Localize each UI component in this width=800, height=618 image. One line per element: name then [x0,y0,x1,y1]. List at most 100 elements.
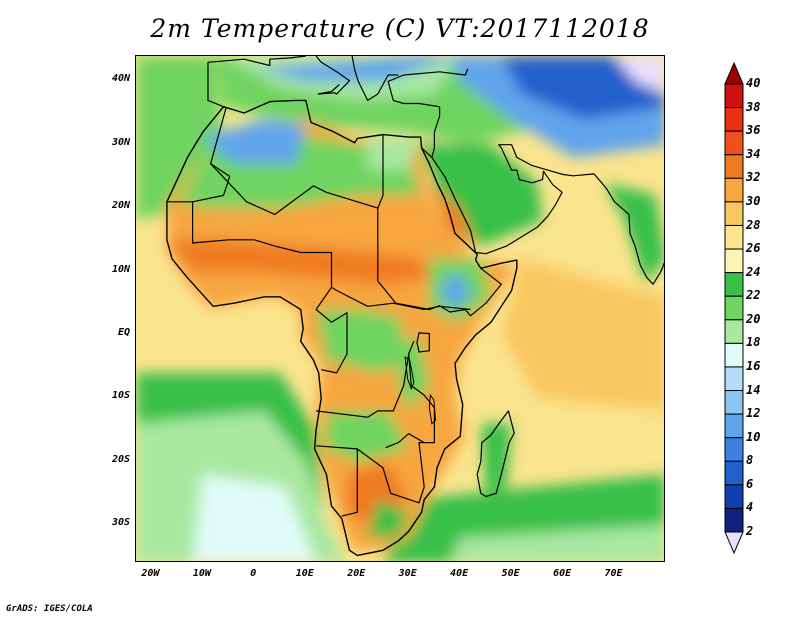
atlas-highland-cold [202,119,306,164]
lake-victoria [416,332,430,353]
colorbar-swatch [724,413,744,439]
border-namibia [341,448,358,517]
italy-coastline [315,56,351,95]
great-lakes-green [398,334,430,411]
colorbar-swatch [724,130,744,156]
india-green [604,182,664,285]
indian-ocean-southern-band [450,525,664,561]
southern-europe-cold [254,56,461,82]
temperature-field [136,56,664,561]
longitude-label: 20E [347,568,366,579]
colorbar-tick-label: 40 [746,76,761,90]
border-angola-drc [316,353,410,418]
colorbar-tick-label: 24 [746,264,761,279]
colorbar-swatch [724,484,744,509]
colorbar-top-arrow [724,62,744,85]
grads-credit: GrADS: IGES/COLA [6,604,93,614]
colorbar-swatch [724,177,744,203]
colorbar-tick-label: 8 [746,453,754,468]
balkans-coastline [351,56,399,102]
colorbar-swatch [724,201,744,226]
lake-tanganyika [404,355,415,391]
longitude-label: 50E [501,568,520,579]
colorbar-swatch [724,437,744,462]
longitude-label: 20W [141,568,160,579]
longitude-label: 60E [553,568,572,579]
longitude-label: 40E [450,568,469,579]
africa-coastline [166,99,518,557]
colorbar-swatch [724,507,744,533]
colorbar-tick-label: 4 [746,500,754,515]
ethiopian-highland-cold [439,271,471,310]
north-atlantic-cool-band [136,56,224,221]
colorbar-swatch [724,390,744,415]
border-sudan-ethiopia [377,208,502,317]
colorbar-swatch [724,295,744,321]
lake-malawi [428,393,437,425]
longitude-label: 10W [192,568,211,579]
colorbar-tick-label: 32 [746,170,761,185]
colorbar-swatch [724,460,744,486]
colorbar-tick-label: 38 [746,99,761,114]
longitude-label: 10E [295,568,314,579]
border-southern-interior [316,340,435,504]
himalaya-near-freezing [614,56,664,94]
latitude-label: 10N [111,263,130,275]
colorbar-tick-label: 6 [746,476,754,491]
latitude-label: 20S [111,453,130,465]
latitude-label: 10S [111,390,130,402]
colorbar-swatch [724,224,744,250]
red-sea-coast-hot [429,182,476,247]
colorbar-swatch [724,154,744,179]
border-zimbabwe [385,433,425,449]
colorbar-bottom-arrow [724,531,744,554]
longitude-label: 30E [398,568,417,579]
colorbar-tick-label: 2 [746,524,754,538]
levant-turkey-coastline [387,68,469,159]
colorbar-swatch [724,248,744,274]
madagascar-green [480,423,512,494]
colorbar-swatch [724,366,744,392]
colorbar-tick-label: 30 [746,193,761,208]
colorbar-tick-label: 22 [746,288,761,303]
congo-basin-green [316,309,409,373]
colorbar-tick-label: 28 [746,217,761,232]
south-atlantic-cold-band [192,474,316,561]
iran-highland-deep-cold [501,56,664,120]
angola-plateau-green [326,410,409,462]
gulf-of-guinea-warm [136,271,172,310]
arabia-india-coastline [431,144,664,285]
sahel-hot-band [166,239,435,285]
border-north-west [166,107,231,203]
longitude-label: 70E [604,568,623,579]
colorbar-tick-label: 10 [746,429,761,444]
map-title: 2m Temperature (C) VT:2017112018 [150,14,650,43]
latitude-label: EQ [117,326,130,338]
colorbar-tick-label: 20 [746,311,761,326]
colorbar-tick-label: 36 [746,123,761,138]
colorbar-tick-label: 26 [746,241,761,256]
longitude-label: 0 [250,568,257,579]
border-sahara [210,134,384,215]
border-central-west [315,286,348,374]
colorbar-swatch [724,342,744,368]
latitude-label: 40N [111,73,130,85]
madagascar-coastline [476,410,515,498]
south-africa-highveld-green [367,499,409,538]
colorbar-tick-label: 16 [746,358,761,373]
colorbar-tick-label: 12 [746,406,761,421]
colorbar-swatch [724,272,744,297]
latitude-label: 20N [111,200,130,212]
temperature-map [135,55,665,562]
colorbar-swatch [724,319,744,344]
colorbar-swatch [724,83,744,109]
colorbar-tick-label: 18 [746,335,761,350]
kalahari-hot [347,461,409,525]
arabian-sea-warm-band [501,258,664,411]
colorbar-swatch [724,107,744,132]
colorbar-tick-label: 14 [746,382,761,397]
latitude-label: 30N [111,136,130,148]
color-scale-bar [724,62,744,554]
iberia-coastline [207,56,306,108]
border-sahel [191,201,471,311]
